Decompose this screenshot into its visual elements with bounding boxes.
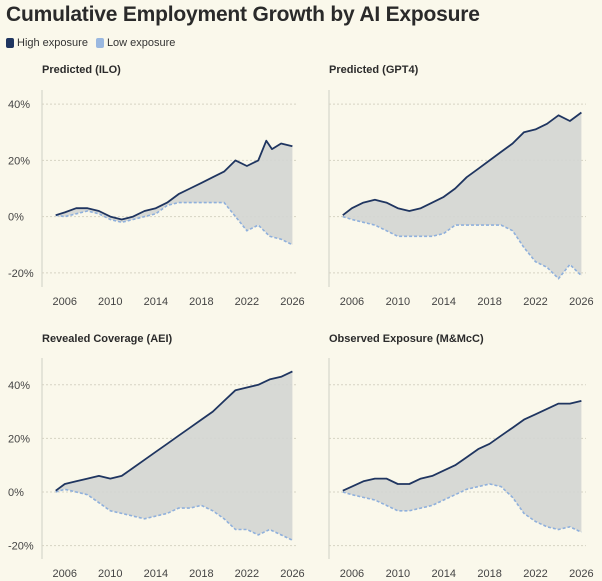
y-tick-label: 0% bbox=[8, 487, 24, 499]
x-tick-label: 2006 bbox=[53, 568, 77, 580]
series-line-high-exposure bbox=[55, 370, 293, 492]
y-tick-label: 0% bbox=[8, 212, 24, 224]
x-tick-label: 2026 bbox=[280, 296, 304, 308]
fill-between-area bbox=[342, 400, 582, 533]
fill-between-area bbox=[55, 140, 293, 245]
legend-label-high: High exposure bbox=[17, 37, 88, 49]
y-tick-label: -20% bbox=[8, 268, 34, 280]
y-tick-label: 40% bbox=[8, 99, 30, 111]
x-tick-label: 2022 bbox=[235, 296, 259, 308]
x-tick-label: 2018 bbox=[189, 568, 213, 580]
x-tick-label: 2010 bbox=[386, 296, 410, 308]
series-line-high-exposure bbox=[342, 111, 582, 216]
x-tick-label: 2018 bbox=[189, 296, 213, 308]
x-tick-label: 2022 bbox=[235, 568, 259, 580]
x-tick-label: 2026 bbox=[569, 568, 593, 580]
legend-item-high: High exposure bbox=[6, 37, 88, 49]
fill-between-area bbox=[55, 371, 293, 541]
x-tick-label: 2010 bbox=[98, 568, 122, 580]
panel-title-3: Observed Exposure (M&McC) bbox=[329, 333, 484, 345]
x-tick-label: 2014 bbox=[431, 568, 455, 580]
legend-swatch-low bbox=[95, 38, 104, 48]
x-tick-label: 2010 bbox=[386, 568, 410, 580]
series-line-low-exposure bbox=[342, 483, 582, 533]
x-tick-label: 2006 bbox=[340, 568, 364, 580]
x-tick-label: 2022 bbox=[523, 296, 547, 308]
x-tick-label: 2010 bbox=[98, 296, 122, 308]
x-tick-label: 2026 bbox=[280, 568, 304, 580]
legend: High exposure Low exposure bbox=[6, 37, 175, 49]
panel-title-1: Predicted (GPT4) bbox=[329, 64, 419, 76]
x-tick-label: 2014 bbox=[431, 296, 455, 308]
series-line-low-exposure bbox=[342, 215, 582, 280]
x-tick-label: 2006 bbox=[340, 296, 364, 308]
x-tick-label: 2018 bbox=[477, 568, 501, 580]
fill-between-area bbox=[342, 112, 582, 279]
x-tick-label: 2014 bbox=[144, 296, 168, 308]
legend-label-low: Low exposure bbox=[106, 37, 176, 49]
series-line-low-exposure bbox=[55, 201, 293, 246]
y-tick-label: 20% bbox=[8, 155, 30, 167]
y-tick-label: 40% bbox=[8, 380, 30, 392]
chart-title: Cumulative Employment Growth by AI Expos… bbox=[6, 3, 480, 26]
y-tick-label: 20% bbox=[8, 433, 30, 445]
legend-swatch-high bbox=[6, 38, 14, 48]
x-tick-label: 2026 bbox=[569, 296, 593, 308]
panel-title-2: Revealed Coverage (AEI) bbox=[42, 333, 173, 345]
series-line-high-exposure bbox=[55, 139, 293, 221]
legend-item-low: Low exposure bbox=[95, 37, 176, 49]
x-tick-label: 2018 bbox=[477, 296, 501, 308]
series-line-high-exposure bbox=[342, 400, 582, 492]
x-tick-label: 2006 bbox=[53, 296, 77, 308]
y-tick-label: -20% bbox=[8, 541, 34, 553]
x-tick-label: 2014 bbox=[144, 568, 168, 580]
series-line-low-exposure bbox=[55, 488, 293, 541]
panel-title-0: Predicted (ILO) bbox=[42, 64, 121, 76]
x-tick-label: 2022 bbox=[523, 568, 547, 580]
